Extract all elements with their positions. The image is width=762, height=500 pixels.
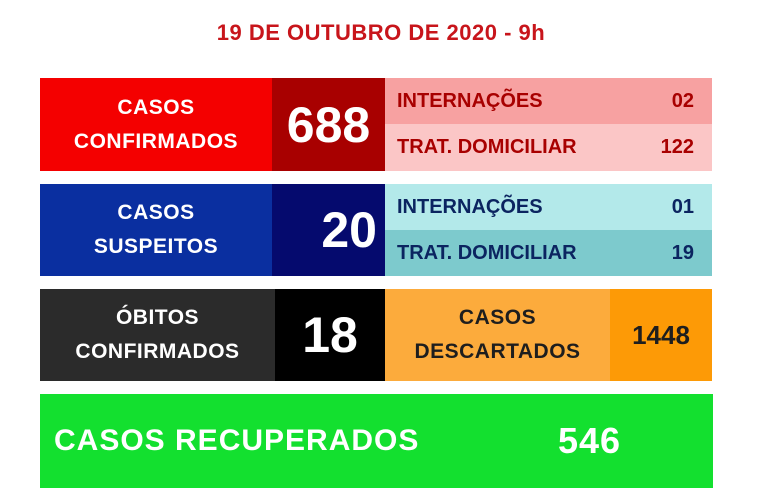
page-title: 19 DE OUTUBRO DE 2020 - 9h bbox=[216, 20, 546, 45]
confirmed-label: CASOS CONFIRMADOS bbox=[40, 78, 272, 171]
discarded-label-line1: CASOS bbox=[458, 306, 537, 329]
suspected-hospitalized-value: 01 bbox=[671, 195, 694, 218]
suspected-value: 20 bbox=[272, 184, 385, 276]
discarded-label: CASOS DESCARTADOS bbox=[385, 289, 610, 381]
confirmed-home-value: 122 bbox=[660, 136, 694, 158]
deaths-label: ÓBITOS CONFIRMADOS bbox=[40, 289, 275, 381]
suspected-home-row: TRAT. DOMICILIAR 19 bbox=[385, 230, 712, 276]
suspected-label-line1: CASOS bbox=[117, 201, 195, 224]
deaths-label-line1: ÓBITOS bbox=[115, 306, 200, 329]
suspected-label: CASOS SUSPEITOS bbox=[40, 184, 272, 276]
confirmed-hospitalized-label: INTERNAÇÕES bbox=[397, 89, 543, 112]
deaths-label-line2: CONFIRMADOS bbox=[75, 340, 240, 363]
suspected-hospitalized-label: INTERNAÇÕES bbox=[397, 195, 543, 218]
confirmed-home-row: TRAT. DOMICILIAR 122 bbox=[385, 124, 712, 171]
suspected-home-value: 19 bbox=[671, 241, 694, 264]
recovered-row: CASOS RECUPERADOS 546 bbox=[40, 394, 713, 488]
suspected-label-line2: SUSPEITOS bbox=[93, 235, 219, 258]
confirmed-hospitalized-row: INTERNAÇÕES 02 bbox=[385, 78, 712, 124]
suspected-home-label: TRAT. DOMICILIAR bbox=[397, 241, 577, 264]
suspected-hospitalized-row: INTERNAÇÕES 01 bbox=[385, 184, 712, 230]
confirmed-hospitalized-value: 02 bbox=[671, 89, 694, 112]
confirmed-label-line2: CONFIRMADOS bbox=[73, 129, 239, 153]
confirmed-value: 688 bbox=[272, 78, 385, 171]
recovered-label: CASOS RECUPERADOS bbox=[54, 424, 420, 457]
confirmed-home-label: TRAT. DOMICILIAR bbox=[397, 136, 577, 158]
discarded-label-line2: DESCARTADOS bbox=[414, 340, 581, 363]
confirmed-label-line1: CASOS bbox=[117, 95, 195, 119]
discarded-value: 1448 bbox=[610, 289, 712, 381]
recovered-value: 546 bbox=[558, 420, 622, 461]
deaths-value: 18 bbox=[275, 289, 385, 381]
